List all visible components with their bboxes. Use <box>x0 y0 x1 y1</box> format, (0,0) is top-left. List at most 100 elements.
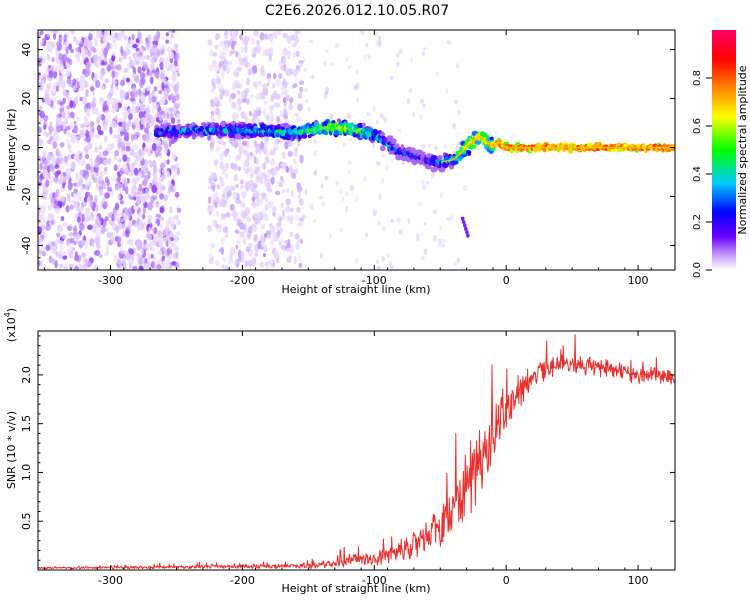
heatmap-noise-cell <box>174 191 180 198</box>
heatmap-noise-cell <box>95 79 101 89</box>
heatmap-noise-cell <box>67 110 71 120</box>
heatmap-noise-cell <box>365 42 369 48</box>
heatmap-noise-cell <box>262 49 266 57</box>
heatmap-noise-cell <box>42 169 49 178</box>
heatmap-noise-cell <box>87 49 92 58</box>
heatmap-noise-cell <box>213 159 219 167</box>
heatmap-noise-cell <box>176 72 180 77</box>
heatmap-noise-cell <box>385 165 389 170</box>
heatmap-noise-cell <box>274 165 281 172</box>
heatmap-noise-cell <box>51 57 55 62</box>
heatmap-noise-cell <box>175 251 179 259</box>
heatmap-noise-cell <box>265 263 269 270</box>
heatmap-noise-cell <box>163 149 168 155</box>
heatmap-noise-cell <box>65 46 69 55</box>
heatmap-noise-cell <box>418 202 422 207</box>
heatmap-noise-cell <box>303 88 309 93</box>
heatmap-noise-cell <box>269 34 273 43</box>
heatmap-noise-cell <box>69 100 74 109</box>
heatmap-noise-cell <box>62 123 66 130</box>
heatmap-noise-cell <box>66 64 71 69</box>
heatmap-noise-cell <box>423 222 427 226</box>
heatmap-signal-cell <box>567 147 574 154</box>
heatmap-noise-cell <box>105 245 109 252</box>
heatmap-noise-cell <box>90 266 94 270</box>
heatmap-noise-cell <box>171 216 175 223</box>
heatmap-noise-cell <box>158 89 163 95</box>
heatmap-noise-cell <box>154 41 159 46</box>
heatmap-noise-cell <box>114 185 119 191</box>
heatmap-noise-cell <box>396 61 400 67</box>
heatmap-noise-cell <box>248 167 254 173</box>
heatmap-noise-cell <box>240 251 245 259</box>
heatmap-noise-cell <box>345 206 348 213</box>
heatmap-noise-cell <box>220 213 226 220</box>
colorbar-gradient <box>712 30 736 270</box>
heatmap-signal-cell <box>379 132 386 137</box>
heatmap-noise-cell <box>142 133 147 142</box>
x-tick-label: 0 <box>503 274 510 287</box>
heatmap-noise-cell <box>99 188 103 196</box>
heatmap-noise-cell <box>445 88 449 95</box>
heatmap-noise-cell <box>151 92 157 97</box>
heatmap-noise-cell <box>347 160 352 165</box>
heatmap-noise-cell <box>269 105 275 111</box>
heatmap-noise-cell <box>280 83 286 91</box>
heatmap-noise-cell <box>428 143 431 150</box>
heatmap-noise-cell <box>66 238 70 246</box>
heatmap-noise-cell <box>161 82 165 90</box>
heatmap-noise-cell <box>324 90 329 95</box>
y-tick-label: -20 <box>20 188 33 206</box>
heatmap-noise-cell <box>290 172 297 179</box>
heatmap-noise-cell <box>128 248 133 253</box>
heatmap-noise-cell <box>150 46 157 53</box>
heatmap-noise-cell <box>233 137 237 142</box>
heatmap-noise-cell <box>118 57 123 62</box>
heatmap-noise-cell <box>156 263 161 270</box>
heatmap-noise-cell <box>102 181 107 190</box>
heatmap-noise-cell <box>259 141 265 150</box>
colorbar-tick-label: 0.0 <box>692 262 703 278</box>
heatmap-noise-cell <box>229 30 233 37</box>
heatmap-noise-cell <box>83 196 88 203</box>
heatmap-noise-cell <box>85 62 91 70</box>
heatmap-noise-cell <box>97 113 102 121</box>
heatmap-noise-cell <box>156 48 160 58</box>
heatmap-noise-cell <box>55 56 59 65</box>
heatmap-noise-cell <box>65 174 71 180</box>
heatmap-noise-cell <box>142 187 146 194</box>
y-tick-label: 40 <box>20 43 33 57</box>
heatmap-noise-cell <box>77 93 81 100</box>
heatmap-noise-cell <box>69 121 74 130</box>
heatmap-noise-cell <box>51 41 56 49</box>
heatmap-noise-cell <box>52 84 57 90</box>
heatmap-noise-cell <box>165 219 171 227</box>
heatmap-noise-cell <box>253 47 258 53</box>
heatmap-noise-cell <box>109 88 114 94</box>
heatmap-noise-cell <box>439 225 443 231</box>
heatmap-noise-cell <box>280 245 286 250</box>
heatmap-noise-cell <box>88 180 92 187</box>
heatmap-noise-cell <box>421 144 426 149</box>
heatmap-noise-cell <box>131 33 135 41</box>
heatmap-noise-cell <box>221 193 226 200</box>
heatmap-noise-cell <box>262 95 266 100</box>
heatmap-noise-cell <box>55 157 61 166</box>
heatmap-noise-cell <box>140 117 146 126</box>
heatmap-noise-cell <box>374 30 378 38</box>
heatmap-noise-cell <box>363 54 367 61</box>
heatmap-noise-cell <box>263 245 268 253</box>
heatmap-noise-cell <box>96 244 101 249</box>
heatmap-noise-cell <box>226 211 231 218</box>
heatmap-noise-cell <box>273 30 277 37</box>
heatmap-noise-cell <box>126 157 131 163</box>
heatmap-noise-cell <box>272 82 276 89</box>
heatmap-noise-cell <box>138 258 143 266</box>
heatmap-noise-cell <box>267 47 274 55</box>
heatmap-noise-cell <box>56 232 60 237</box>
heatmap-noise-cell <box>253 139 258 149</box>
heatmap-noise-cell <box>280 162 285 168</box>
heatmap-noise-cell <box>127 172 134 177</box>
heatmap-noise-cell <box>155 71 159 79</box>
heatmap-noise-cell <box>256 39 261 45</box>
